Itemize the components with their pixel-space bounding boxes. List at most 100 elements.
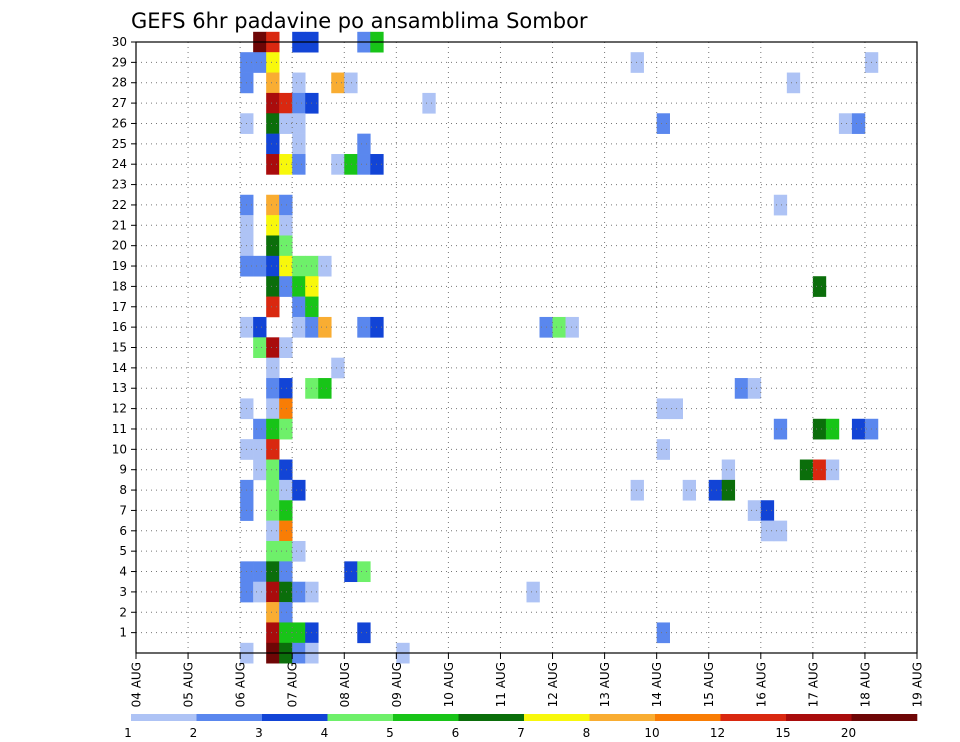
precip-cell xyxy=(812,459,827,481)
precip-cell xyxy=(357,154,371,175)
precip-cell xyxy=(292,479,306,501)
y-tick-label: 26 xyxy=(112,116,127,130)
colorbar-label: 3 xyxy=(255,726,263,740)
colorbar-swatch xyxy=(196,714,263,721)
x-tick-label: 16 AUG xyxy=(754,662,768,707)
precip-cell xyxy=(253,418,267,440)
precip-cell xyxy=(721,479,736,501)
y-tick-label: 7 xyxy=(119,503,127,517)
y-tick-label: 11 xyxy=(112,422,127,436)
precip-cell xyxy=(279,215,293,236)
x-tick-label: 19 AUG xyxy=(911,662,925,707)
precip-cell xyxy=(357,133,371,155)
precip-cell xyxy=(760,500,775,521)
precip-cell xyxy=(747,378,762,399)
precip-cell xyxy=(279,561,293,583)
precip-cell xyxy=(552,316,566,338)
precip-cell xyxy=(279,540,293,562)
precip-cell xyxy=(292,296,306,318)
precip-cell xyxy=(253,581,267,603)
y-tick-label: 30 xyxy=(112,35,127,49)
chart-title: GEFS 6hr padavine po ansamblima Sombor xyxy=(131,9,588,33)
colorbar-swatch xyxy=(655,714,721,721)
precip-cell xyxy=(266,194,280,216)
precip-cell xyxy=(266,622,280,644)
precip-cell xyxy=(266,235,280,257)
precip-cell xyxy=(838,113,853,134)
colorbar-swatch xyxy=(458,714,525,721)
precip-cell xyxy=(266,357,280,379)
precip-cell xyxy=(266,113,280,134)
x-tick-label: 08 AUG xyxy=(338,662,352,707)
precip-cell xyxy=(266,255,280,277)
precip-cell xyxy=(292,316,306,338)
precip-cell xyxy=(682,479,697,501)
precip-cell xyxy=(357,316,371,338)
precip-cell xyxy=(279,520,293,542)
precip-cell xyxy=(266,378,280,399)
precip-cell xyxy=(266,92,280,114)
y-tick-label: 6 xyxy=(119,524,127,538)
precip-cell xyxy=(292,255,306,277)
y-tick-label: 2 xyxy=(119,605,127,619)
precip-cell xyxy=(279,276,293,297)
precip-cell xyxy=(331,72,345,94)
precip-cell xyxy=(279,378,293,399)
precip-cell xyxy=(331,357,345,379)
colorbar-label: 8 xyxy=(583,726,591,740)
colorbar-label: 10 xyxy=(644,726,659,740)
y-tick-label: 25 xyxy=(112,137,127,151)
x-tick-label: 15 AUG xyxy=(702,662,716,707)
precip-cell xyxy=(266,418,280,440)
x-tick-label: 05 AUG xyxy=(182,662,196,707)
y-tick-label: 19 xyxy=(112,259,127,273)
y-tick-label: 21 xyxy=(112,218,127,232)
precip-cell xyxy=(266,561,280,583)
x-tick-label: 10 AUG xyxy=(442,662,456,707)
precip-cell xyxy=(279,235,293,257)
y-tick-label: 1 xyxy=(119,626,127,640)
colorbar-swatch xyxy=(327,714,394,721)
precip-cell xyxy=(747,500,762,521)
precip-cell xyxy=(279,337,293,358)
precip-cell xyxy=(266,602,280,623)
precip-cell xyxy=(630,52,644,73)
y-tick-label: 18 xyxy=(112,279,127,293)
y-tick-label: 8 xyxy=(119,483,127,497)
precip-cell xyxy=(266,500,280,521)
precip-cell xyxy=(266,52,280,73)
colorbar-swatch xyxy=(524,714,590,721)
x-tick-label: 06 AUG xyxy=(234,662,248,707)
grid-lines xyxy=(136,42,917,653)
precip-cell xyxy=(708,479,723,501)
y-tick-label: 22 xyxy=(112,198,127,212)
precip-cell xyxy=(656,439,670,460)
colorbar-label: 15 xyxy=(775,726,790,740)
precip-cell xyxy=(266,133,280,155)
precip-cell xyxy=(292,154,306,175)
x-tick-label: 14 AUG xyxy=(650,662,664,707)
precip-cell xyxy=(266,337,280,358)
precip-cell xyxy=(279,581,293,603)
colorbar-label: 7 xyxy=(517,726,525,740)
precip-cell xyxy=(630,479,644,501)
precip-cell xyxy=(266,459,280,481)
precip-cell xyxy=(331,154,345,175)
y-tick-label: 15 xyxy=(112,341,127,355)
precip-cell xyxy=(292,581,306,603)
precip-cell xyxy=(279,255,293,277)
y-tick-label: 9 xyxy=(119,463,127,477)
precip-cell xyxy=(279,500,293,521)
precip-cell xyxy=(279,154,293,175)
precip-cell xyxy=(825,459,840,481)
precip-cell xyxy=(266,581,280,603)
precip-cell xyxy=(279,92,293,114)
precip-cell xyxy=(292,133,306,155)
precip-cell xyxy=(825,418,840,440)
x-tick-label: 13 AUG xyxy=(598,662,612,707)
precip-cell xyxy=(292,276,306,297)
colorbar-swatch xyxy=(262,714,328,721)
y-tick-label: 3 xyxy=(119,585,127,599)
precip-cell xyxy=(266,72,280,94)
precip-cell xyxy=(253,52,267,73)
